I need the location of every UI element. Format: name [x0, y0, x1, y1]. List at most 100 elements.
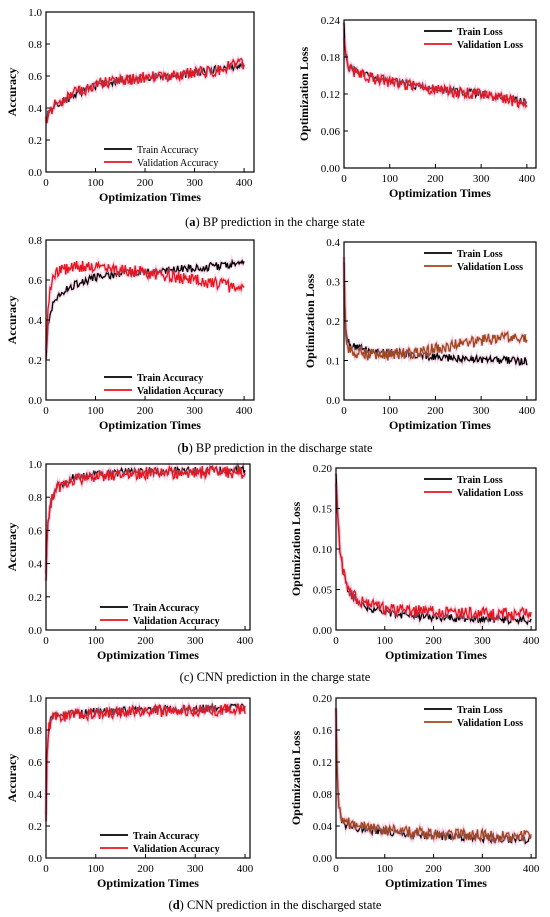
caption-d: (d) CNN prediction in the discharged sta…: [169, 898, 382, 912]
x-tick-label: 100: [88, 635, 105, 647]
x-tick-label: 200: [137, 177, 154, 189]
chart-panel-b-left: 0 100 200 300 400 0.0 0.2 0.4 0.6 0.8 Optimization…: [5, 235, 255, 432]
y-tick-label: 0.0: [28, 395, 42, 407]
x-axis-label: Optimization Times: [389, 418, 491, 432]
y-tick-label: 1.0: [28, 459, 42, 471]
x-tick-label: 0: [341, 173, 347, 185]
chart-panel-c-right: 0 100 200 300 400 0.00 0.05 0.10 0.15 0.20 Optimiz…: [289, 463, 540, 662]
series-line-2: [343, 256, 528, 361]
x-axis-label: Optimization Times: [385, 648, 487, 662]
x-tick-label: 100: [381, 405, 398, 417]
y-tick-label: 0.08: [313, 789, 333, 801]
y-tick-label: 0.8: [28, 39, 42, 51]
legend: Train Accuracy Validation Accuracy: [100, 603, 220, 627]
plot-frame: [45, 463, 251, 631]
y-tick-label: 0.8: [28, 492, 42, 504]
x-tick-label: 300: [474, 635, 491, 647]
x-tick-label: 200: [137, 405, 154, 417]
y-tick-label: 0.10: [313, 544, 333, 556]
x-tick-label: 200: [137, 635, 154, 647]
y-tick-label: 0.3: [326, 277, 340, 289]
x-tick-label: 0: [333, 863, 339, 875]
caption-a-letter: a: [189, 215, 196, 229]
x-tick-label: 0: [43, 177, 49, 189]
y-tick-label: 0.00: [313, 853, 333, 865]
series-line-2: [335, 709, 532, 843]
x-tick-label: 100: [377, 863, 394, 875]
x-tick-label: 300: [473, 405, 490, 417]
legend-label-1: Train Loss: [457, 249, 503, 260]
y-tick-label: 0.4: [326, 237, 340, 249]
y-axis-label: Optimization Loss: [289, 502, 303, 597]
y-tick-label: 1.0: [28, 693, 42, 705]
legend-label-2: Validation Accuracy: [133, 616, 220, 627]
x-tick-label: 400: [237, 863, 254, 875]
y-tick-label: 0.0: [28, 853, 42, 865]
legend-label-1: Train Loss: [457, 475, 503, 486]
x-tick-label: 0: [43, 863, 49, 875]
x-tick-label: 200: [425, 635, 442, 647]
chart-panel-d-right: 0 100 200 300 400 0.00 0.04 0.08 0.12 0.16 0.20 Opt…: [289, 693, 540, 890]
x-axis-label: Optimization Times: [385, 876, 487, 890]
caption-c-letter: c: [184, 670, 190, 684]
legend-label-2: Validation Loss: [457, 40, 523, 51]
x-tick-label: 400: [237, 635, 254, 647]
y-axis-label: Optimization Loss: [303, 274, 317, 369]
x-axis-label: Optimization Times: [97, 876, 199, 890]
x-tick-label: 300: [187, 635, 204, 647]
x-tick-label: 0: [43, 635, 49, 647]
y-tick-label: 0.6: [28, 275, 42, 287]
y-axis-label: Accuracy: [5, 523, 19, 572]
y-tick-label: 0.15: [313, 504, 333, 516]
x-tick-label: 300: [474, 863, 491, 875]
x-tick-label: 400: [236, 177, 253, 189]
caption-b-text: BP prediction in the discharge state: [193, 441, 373, 455]
y-tick-label: 0.6: [28, 757, 42, 769]
legend-label-2: Validation Loss: [457, 488, 523, 499]
x-tick-label: 400: [523, 863, 540, 875]
legend: Train Loss Validation Loss: [424, 705, 523, 729]
x-tick-label: 400: [519, 173, 536, 185]
y-tick-label: 0.4: [28, 103, 42, 115]
y-tick-label: 0.16: [313, 725, 333, 737]
x-tick-label: 300: [186, 405, 203, 417]
y-axis-label: Optimization Loss: [289, 731, 303, 826]
caption-d-text: CNN prediction in the discharged state: [184, 898, 382, 912]
series-line-2: [45, 57, 245, 124]
legend-label-1: Train Accuracy: [137, 145, 199, 156]
x-tick-label: 100: [88, 863, 105, 875]
y-tick-label: 0.0: [326, 395, 340, 407]
y-tick-label: 0.0: [28, 625, 42, 637]
legend-label-1: Train Loss: [457, 27, 503, 38]
y-tick-label: 0.12: [313, 757, 332, 769]
legend-label-1: Train Loss: [457, 705, 503, 716]
series-line-2: [335, 483, 532, 622]
legend-label-2: Validation Loss: [457, 718, 523, 729]
x-tick-label: 200: [425, 863, 442, 875]
x-tick-label: 400: [523, 635, 540, 647]
y-tick-label: 0.4: [28, 789, 42, 801]
x-tick-label: 200: [427, 405, 444, 417]
x-tick-label: 100: [377, 635, 394, 647]
y-tick-label: 0.2: [28, 355, 42, 367]
x-tick-label: 400: [519, 405, 536, 417]
x-tick-label: 0: [43, 405, 49, 417]
x-axis-label: Optimization Times: [99, 418, 201, 432]
y-tick-label: 0.6: [28, 71, 42, 83]
x-tick-label: 200: [137, 863, 154, 875]
y-tick-label: 0.2: [28, 135, 42, 147]
y-axis-label: Accuracy: [5, 296, 19, 345]
series-line-2: [45, 464, 246, 574]
y-tick-label: 0.6: [28, 525, 42, 537]
plot-frame: [335, 697, 537, 859]
y-tick-label: 0.12: [321, 89, 340, 101]
caption-a-text: BP prediction in the charge state: [200, 215, 366, 229]
chart-panel-d-left: 0 100 200 300 400 0.0 0.2 0.4 0.6 0.8 1.0 Optimizat…: [5, 693, 254, 890]
y-tick-label: 0.8: [28, 235, 42, 247]
x-axis-label: Optimization Times: [99, 190, 201, 204]
series-line-2: [343, 37, 528, 109]
chart-panel-a-right: 0 100 200 300 400 0.00 0.06 0.12 0.18 0.24 Optimiz…: [297, 15, 537, 200]
caption-c: (c) CNN prediction in the charge state: [180, 670, 371, 684]
